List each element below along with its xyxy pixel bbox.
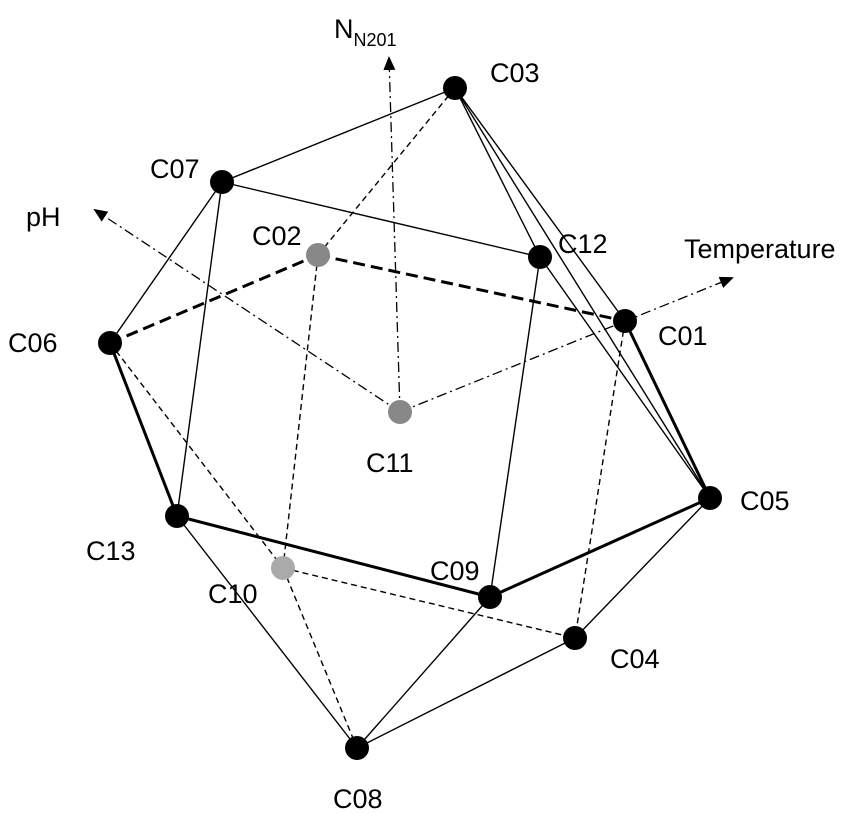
edge-c02-c01 [317,253,626,323]
edge-c07-c03 [221,87,456,183]
edge-c03-c01 [454,87,626,322]
n-axis-label: NN201 [334,14,397,50]
node-c09 [478,585,502,609]
label-c11: C11 [366,448,414,478]
label-c01: C01 [658,321,708,351]
label-c06: C06 [8,328,58,358]
node-c06 [98,331,122,355]
edge-c02-c10 [282,254,319,569]
edge-c02-c03 [317,87,456,256]
solid-edges [109,87,711,749]
edge-c06-c02 [109,253,319,345]
ph-axis-label: pH [26,202,61,232]
label-c08: C08 [333,784,383,814]
node-c02 [306,243,330,267]
edge-c10-c08 [282,567,358,749]
nodes [98,76,722,760]
edge-c07-c06 [109,181,223,344]
node-c08 [345,736,369,760]
n-axis-subscript: N201 [354,30,397,50]
edge-c13-c08 [176,515,358,749]
n-axis-main: N [334,14,354,44]
edge-c09-c08 [356,596,491,749]
node-c07 [210,170,234,194]
label-c13: C13 [86,536,136,566]
label-c04: C04 [610,644,660,674]
edge-c12-c09 [489,256,541,598]
label-c05: C05 [740,486,790,516]
edge-c13-c09 [176,514,491,599]
ph-axis-line [93,208,401,413]
label-c03: C03 [490,58,540,88]
node-c13 [165,504,189,528]
edge-c05-c04 [574,497,711,639]
dashed-edges [109,87,626,749]
edge-c03-c12 [454,87,541,258]
node-c03 [443,76,467,100]
edge-c12-c05 [539,256,711,499]
node-c01 [613,309,637,333]
edge-c10-c04 [282,567,576,639]
node-c10 [271,556,295,580]
node-c11 [388,400,412,424]
node-labels: C03 C07 C02 C12 C01 C06 C11 C05 C13 C09 … [8,58,790,814]
edge-c06-c10 [109,342,284,569]
thick-dashed-edges [109,253,626,345]
temperature-axis-label: Temperature [684,234,836,264]
node-c04 [563,626,587,650]
label-c09: C09 [430,556,480,586]
thick-edges [108,320,712,599]
edge-c09-c05 [489,496,711,599]
axis-labels: NN201 pH Temperature [26,14,836,264]
n-axis-line [383,56,401,413]
axes [93,56,734,413]
node-c05 [698,486,722,510]
label-c12: C12 [558,229,608,259]
edge-c07-c13 [176,181,223,517]
label-c07: C07 [150,154,200,184]
edge-c04-c08 [356,637,576,749]
edge-c01-c05 [623,320,712,499]
edge-c06-c13 [108,342,179,517]
edge-c07-c12 [221,181,541,258]
edge-c01-c04 [574,320,626,639]
edge-c03-c05 [454,87,711,499]
node-c12 [528,245,552,269]
label-c02: C02 [252,221,302,251]
label-c10: C10 [208,579,258,609]
